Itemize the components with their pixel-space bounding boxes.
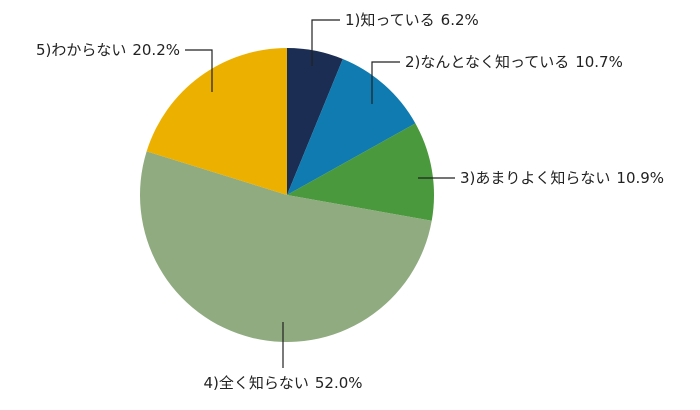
slice-value: 52.0% xyxy=(315,374,363,392)
slice-label: 5)わからない 20.2% xyxy=(36,41,180,59)
leader-line xyxy=(311,19,340,66)
slice-value: 10.7% xyxy=(575,53,623,71)
leader-line xyxy=(371,61,400,104)
pie-slice xyxy=(146,48,287,195)
pie-slice xyxy=(139,151,432,343)
leader-line xyxy=(185,49,213,92)
slice-label: 2)なんとなく知っている 10.7% xyxy=(405,53,623,71)
slice-category: 5)わからない xyxy=(36,41,126,59)
slice-category: 1)知っている xyxy=(345,11,435,29)
pie-slice xyxy=(287,48,343,195)
slice-category: 2)なんとなく知っている xyxy=(405,53,569,71)
slice-value: 20.2% xyxy=(132,41,180,59)
slice-category: 4)全く知らない xyxy=(203,374,308,392)
slice-label: 1)知っている 6.2% xyxy=(345,11,479,29)
slice-category: 3)あまりよく知らない xyxy=(460,169,610,187)
slice-label: 3)あまりよく知らない 10.9% xyxy=(460,169,664,187)
slice-value: 10.9% xyxy=(616,169,664,187)
pie-slice xyxy=(287,123,434,221)
slice-value: 6.2% xyxy=(441,11,479,29)
pie-slice xyxy=(287,59,416,196)
slice-label: 4)全く知らない 52.0% xyxy=(203,374,362,392)
